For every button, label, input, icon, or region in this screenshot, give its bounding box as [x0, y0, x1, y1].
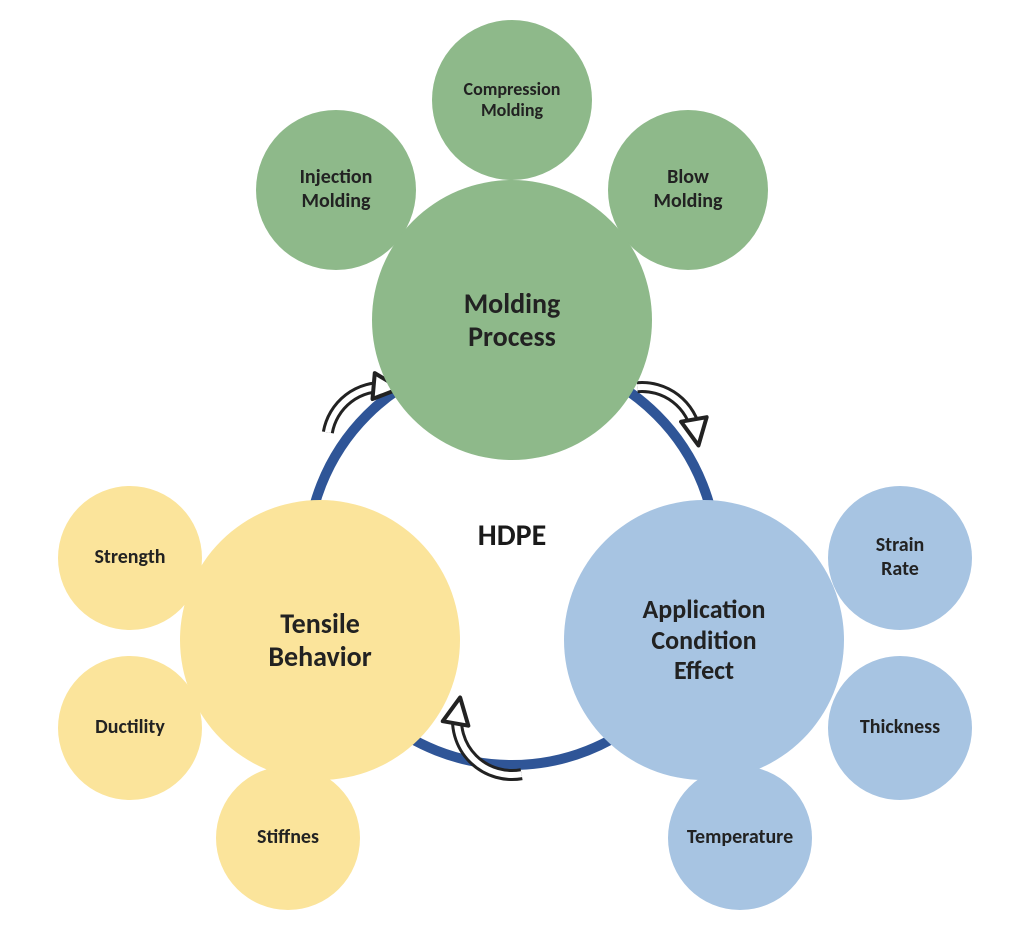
application-sub-label: StrainRate	[876, 534, 925, 581]
molding-sub-label: CompressionMolding	[464, 79, 561, 121]
application-main-node: ApplicationConditionEffect	[564, 500, 844, 780]
application-main-label: ApplicationConditionEffect	[643, 594, 766, 686]
molding-main-label: MoldingProcess	[464, 287, 561, 353]
tensile-sub-node: Stiffnes	[216, 766, 360, 910]
tensile-sub-label: Strength	[94, 546, 165, 570]
application-sub-node: StrainRate	[828, 486, 972, 630]
tensile-main-label: TensileBehavior	[268, 607, 371, 673]
tensile-sub-node: Ductility	[58, 656, 202, 800]
molding-sub-label: BlowMolding	[653, 166, 722, 213]
tensile-sub-label: Ductility	[95, 716, 165, 740]
tensile-main-node: TensileBehavior	[180, 500, 460, 780]
center-label: HDPE	[432, 517, 592, 554]
application-sub-label: Thickness	[860, 716, 940, 740]
molding-main-node: MoldingProcess	[372, 180, 652, 460]
molding-sub-node: BlowMolding	[608, 110, 768, 270]
application-sub-node: Temperature	[668, 766, 812, 910]
application-sub-node: Thickness	[828, 656, 972, 800]
tensile-sub-node: Strength	[58, 486, 202, 630]
molding-sub-node: CompressionMolding	[432, 20, 592, 180]
molding-sub-label: InjectionMolding	[300, 166, 373, 213]
tensile-sub-label: Stiffnes	[257, 826, 319, 850]
application-sub-label: Temperature	[687, 826, 793, 850]
